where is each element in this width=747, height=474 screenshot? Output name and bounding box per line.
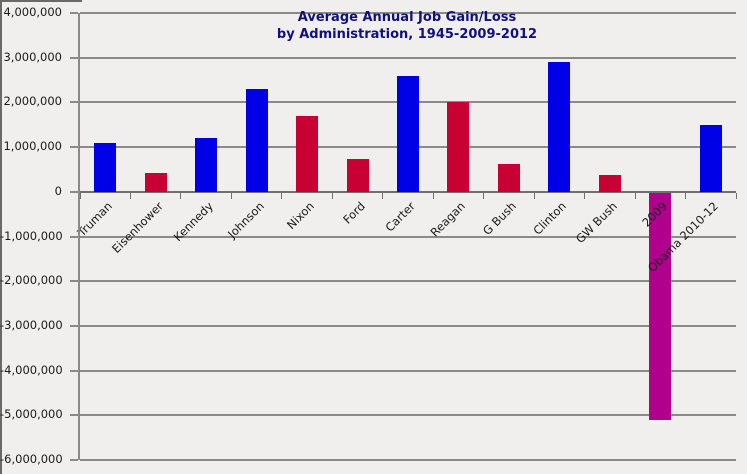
x-axis-tick bbox=[129, 192, 131, 199]
plot-area: Truman Eisenhower Kennedy Johnson Nixon Ford C… bbox=[70, 12, 737, 461]
gridline--3000000 bbox=[80, 324, 736, 327]
y-axis-tick-label: 4,000,000 bbox=[3, 5, 62, 19]
gridline-4000000 bbox=[80, 12, 736, 14]
chart-title-line1: Average Annual Job Gain/Loss bbox=[297, 10, 517, 25]
bar-gw-bush bbox=[598, 175, 621, 192]
gridline--2000000 bbox=[80, 280, 736, 283]
bar-johnson bbox=[245, 88, 268, 192]
y-axis-tick bbox=[70, 369, 78, 372]
bar-2009 bbox=[649, 192, 672, 420]
x-axis-tick bbox=[79, 192, 81, 199]
y-axis-tick-label: -2,000,000 bbox=[0, 273, 63, 288]
x-axis-tick bbox=[685, 192, 687, 199]
y-axis-tick bbox=[70, 146, 78, 149]
x-axis-tick bbox=[735, 192, 737, 199]
y-axis-tick bbox=[70, 459, 78, 461]
y-axis-tick bbox=[70, 101, 78, 104]
y-axis-line bbox=[78, 13, 80, 460]
chart-title: Average Annual Job Gain/Loss by Administ… bbox=[78, 9, 736, 43]
bar-g-bush bbox=[497, 164, 520, 192]
y-axis-tick-label: -6,000,000 bbox=[0, 452, 63, 466]
y-axis-labels: 4,000,000 3,000,000 2,000,000 1,000,000 0 -1,… bbox=[0, 5, 63, 466]
x-axis-tick bbox=[331, 192, 333, 199]
gridline--6000000 bbox=[80, 459, 736, 461]
bar-carter bbox=[397, 75, 419, 192]
y-axis-tick-label: -5,000,000 bbox=[0, 407, 63, 422]
y-axis-tick bbox=[70, 414, 78, 417]
y-axis-tick-label: 2,000,000 bbox=[3, 94, 62, 109]
gridline-0 bbox=[80, 190, 736, 193]
frame-border-left bbox=[0, 0, 2, 474]
y-axis-tick bbox=[70, 190, 78, 193]
y-axis-tick-label: -4,000,000 bbox=[0, 362, 63, 377]
x-axis-tick bbox=[432, 192, 434, 199]
x-axis-tick bbox=[281, 192, 283, 199]
x-axis-tick bbox=[533, 192, 535, 199]
chart-title-line2: by Administration, 1945-2009-2012 bbox=[276, 27, 538, 42]
x-axis-tick bbox=[382, 192, 384, 199]
y-axis-tick bbox=[70, 280, 78, 283]
y-axis-tick bbox=[70, 324, 78, 327]
y-axis-tick-label: 1,000,000 bbox=[3, 139, 62, 154]
y-axis-tick-label: 0 bbox=[54, 183, 62, 198]
x-axis-tick bbox=[180, 192, 182, 199]
bar-eisenhower bbox=[144, 173, 167, 192]
x-axis-tick bbox=[584, 192, 586, 199]
y-axis-tick-label: -1,000,000 bbox=[0, 228, 63, 243]
y-axis-tick bbox=[70, 56, 78, 59]
bar-nixon bbox=[296, 115, 319, 192]
bar-clinton bbox=[548, 62, 571, 192]
x-axis-tick bbox=[483, 192, 485, 199]
gridline--4000000 bbox=[80, 369, 736, 372]
bar-reagan bbox=[447, 102, 470, 192]
bar-truman bbox=[94, 142, 117, 192]
y-axis-tick-label: 3,000,000 bbox=[3, 49, 62, 64]
gridline--5000000 bbox=[80, 414, 736, 417]
bar-obama-2010-12 bbox=[699, 124, 722, 192]
gridline-3000000 bbox=[80, 56, 736, 59]
x-axis-tick bbox=[634, 192, 636, 199]
bar-kennedy bbox=[195, 138, 218, 192]
frame-border-top bbox=[0, 0, 82, 2]
bar-ford bbox=[346, 159, 369, 192]
gridline--1000000 bbox=[80, 235, 736, 238]
y-axis-tick bbox=[70, 235, 78, 238]
x-axis-tick bbox=[230, 192, 232, 199]
y-axis-tick-label: -3,000,000 bbox=[0, 317, 63, 332]
y-axis-tick bbox=[70, 12, 78, 14]
